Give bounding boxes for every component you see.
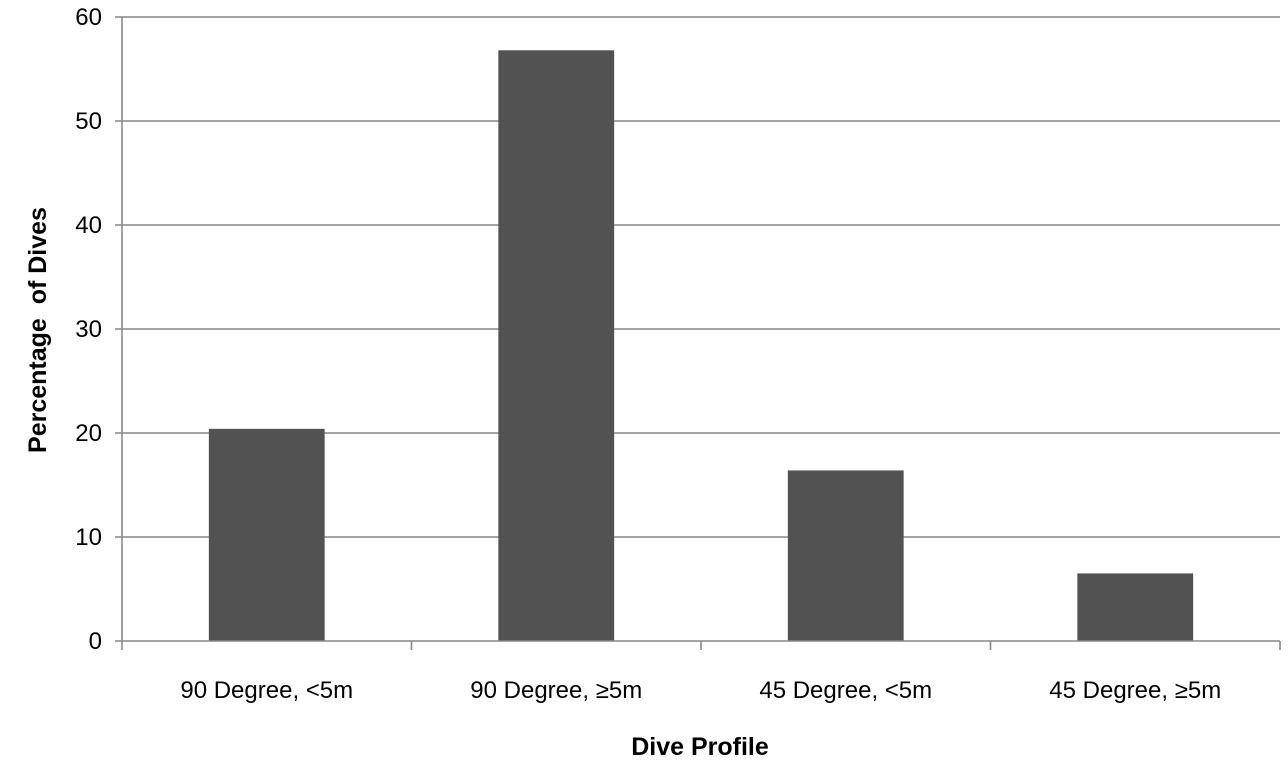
y-tick-label: 10 xyxy=(75,524,102,551)
bar-1 xyxy=(208,428,325,641)
y-tick-label: 60 xyxy=(75,4,102,31)
bars xyxy=(208,50,1194,641)
bar-4 xyxy=(1077,573,1194,641)
y-tick-labels: 0 10 20 30 40 50 60 xyxy=(75,4,102,655)
x-tick-label: 90 Degree, <5m xyxy=(180,677,353,704)
x-tick-labels: 90 Degree, <5m 90 Degree, ≥5m 45 Degree, <… xyxy=(180,677,1221,704)
bar-3 xyxy=(787,470,904,641)
y-tick-label: 50 xyxy=(75,108,102,135)
x-tick-label: 45 Degree, ≥5m xyxy=(1049,677,1221,704)
bar-2 xyxy=(498,50,615,641)
x-tick-label: 45 Degree, <5m xyxy=(759,677,932,704)
y-tick-label: 0 xyxy=(89,628,102,655)
x-tick-label: 90 Degree, ≥5m xyxy=(470,677,642,704)
y-tick-label: 40 xyxy=(75,212,102,239)
y-axis-title: Percentage of Dives xyxy=(24,207,52,453)
x-axis-title: Dive Profile xyxy=(631,733,769,761)
axes xyxy=(115,17,1281,650)
y-tick-label: 30 xyxy=(75,316,102,343)
y-tick-label: 20 xyxy=(75,420,102,447)
